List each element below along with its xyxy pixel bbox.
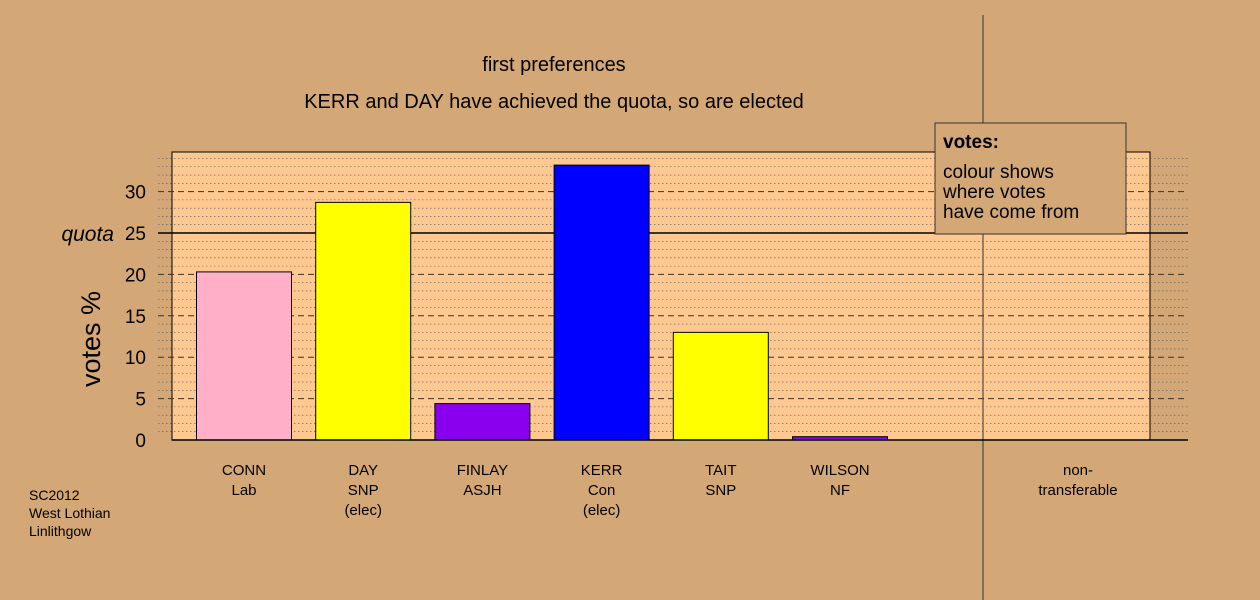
source-line-2: West Lothian	[29, 505, 110, 521]
x-category-label: NF	[830, 482, 850, 499]
quota-label: quota	[61, 223, 114, 246]
legend: votes: colour shows where votes have com…	[934, 122, 1127, 235]
x-category-label: Lab	[231, 482, 256, 499]
legend-line-1: colour shows	[943, 162, 1054, 183]
nontransferable-label-line2: transferable	[1038, 482, 1117, 499]
y-tick-label: 0	[135, 431, 146, 452]
legend-line-2: where votes	[942, 182, 1045, 203]
bars	[196, 164, 888, 441]
bar-day	[315, 201, 412, 441]
y-tick-label: 10	[125, 348, 146, 369]
bar-tait	[672, 331, 769, 441]
source-line-1: SC2012	[29, 487, 80, 503]
x-category-label: CONN	[222, 462, 266, 479]
x-category-label: FINLAY	[457, 462, 508, 479]
y-axis-label: votes %	[76, 291, 106, 387]
x-category-label: SNP	[348, 482, 379, 499]
legend-heading: votes:	[943, 132, 999, 153]
x-axis-labels: CONN Lab DAY SNP (elec) FINLAY ASJH KERR Con (ele…	[222, 462, 870, 519]
y-tick-label: 5	[135, 390, 146, 411]
x-category-label: WILSON	[810, 462, 869, 479]
x-category-label: SNP	[705, 482, 736, 499]
x-category-label: TAIT	[705, 462, 736, 479]
y-tick-label: 25	[125, 224, 146, 245]
y-tick-label: 20	[125, 265, 146, 286]
source-line-3: Linlithgow	[29, 523, 92, 539]
bar-finlay	[434, 403, 531, 441]
bar-kerr	[553, 164, 650, 441]
nontransferable-label: non- transferable	[1038, 462, 1117, 499]
x-category-label: KERR	[581, 462, 623, 479]
y-tick-label: 15	[125, 307, 146, 328]
x-category-label: Con	[588, 482, 616, 499]
y-axis-ticks: 0 5 10 15 20 25 30	[125, 183, 146, 452]
source-note: SC2012 West Lothian Linlithgow	[29, 487, 110, 539]
x-category-label: DAY	[348, 462, 378, 479]
bar-conn	[196, 271, 292, 441]
x-category-label: (elec)	[344, 502, 382, 519]
legend-box	[934, 122, 1127, 235]
x-category-label: ASJH	[463, 482, 501, 499]
nontransferable-label-line1: non-	[1063, 462, 1093, 479]
x-category-label: (elec)	[583, 502, 621, 519]
y-tick-label: 30	[125, 183, 146, 204]
chart-title: first preferences	[482, 54, 625, 76]
legend-line-3: have come from	[943, 202, 1079, 223]
chart-subtitle: KERR and DAY have achieved the quota, so…	[304, 91, 804, 113]
